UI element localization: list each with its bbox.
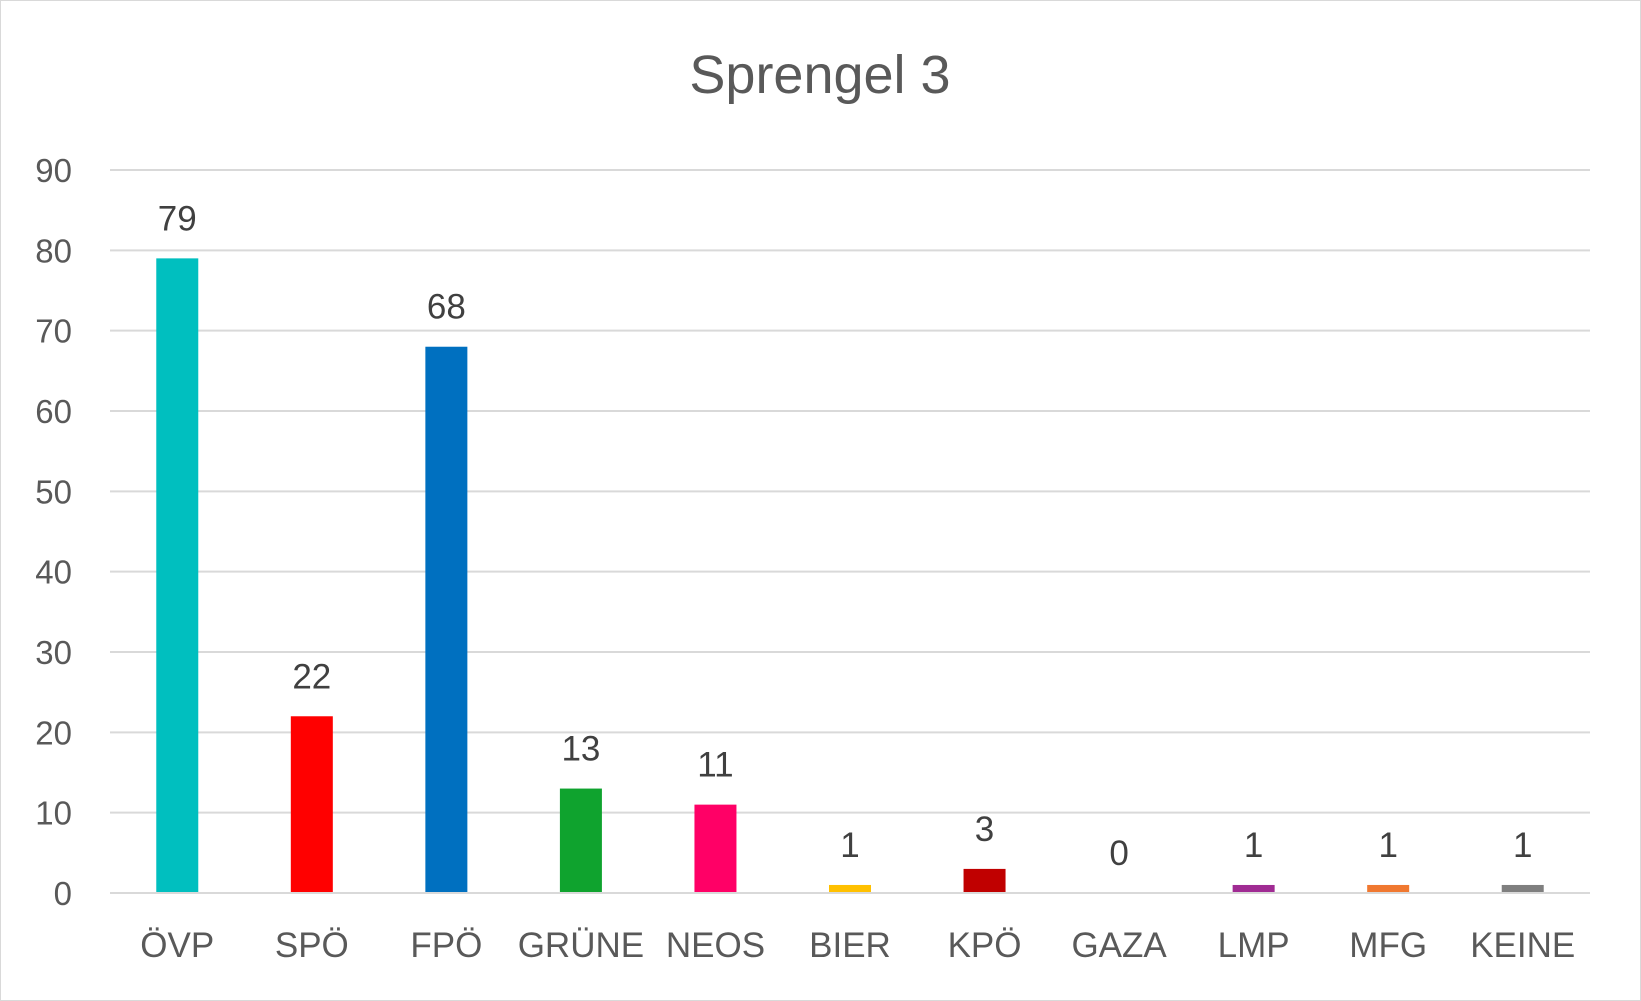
y-tick-label: 10 xyxy=(35,795,72,832)
bar-grüne xyxy=(559,788,602,893)
data-label: 0 xyxy=(1109,834,1128,873)
category-label: KEINE xyxy=(1470,926,1575,965)
data-label: 11 xyxy=(697,746,733,785)
bar-lmp xyxy=(1232,884,1275,893)
category-label: MFG xyxy=(1349,926,1427,965)
y-tick-label: 50 xyxy=(35,473,72,510)
category-labels: ÖVP SPÖ FPÖ GRÜNE NEOS BIER KPÖ GAZA LMP MFG KEINE xyxy=(140,926,1575,965)
category-label: BIER xyxy=(809,926,891,965)
data-label: 1 xyxy=(1244,826,1263,865)
category-label: LMP xyxy=(1218,926,1290,965)
bars xyxy=(156,258,1544,893)
bar-övp xyxy=(156,258,199,893)
data-label: 22 xyxy=(292,657,331,696)
y-axis-ticks: 0 10 20 30 40 50 60 70 80 90 xyxy=(35,152,72,912)
data-label: 1 xyxy=(840,826,859,865)
category-label: SPÖ xyxy=(275,926,349,965)
category-label: FPÖ xyxy=(410,926,482,965)
category-label: GRÜNE xyxy=(518,926,644,965)
chart-title: Sprengel 3 xyxy=(689,45,950,105)
category-label: NEOS xyxy=(666,926,765,965)
category-label: GAZA xyxy=(1071,926,1167,965)
y-tick-label: 20 xyxy=(35,714,72,751)
bar-neos xyxy=(694,804,737,893)
y-tick-label: 40 xyxy=(35,554,72,591)
category-label: KPÖ xyxy=(948,926,1022,965)
y-tick-label: 80 xyxy=(35,232,72,269)
data-label: 1 xyxy=(1378,826,1397,865)
y-tick-label: 30 xyxy=(35,634,72,671)
data-label: 3 xyxy=(975,810,994,849)
bar-mfg xyxy=(1367,884,1410,893)
y-tick-label: 0 xyxy=(54,875,72,912)
bar-spö xyxy=(290,716,333,893)
bar-fpö xyxy=(425,346,468,893)
data-label: 1 xyxy=(1513,826,1532,865)
y-tick-label: 90 xyxy=(35,152,72,189)
y-tick-label: 60 xyxy=(35,393,72,430)
data-label: 13 xyxy=(561,730,600,769)
data-label: 79 xyxy=(158,199,197,238)
gridlines xyxy=(110,169,1590,814)
bar-bier xyxy=(829,884,871,893)
bar-kpö xyxy=(963,868,1006,893)
data-label: 68 xyxy=(427,288,466,327)
y-tick-label: 70 xyxy=(35,313,72,350)
bar-keine xyxy=(1501,884,1544,893)
category-label: ÖVP xyxy=(140,926,214,965)
